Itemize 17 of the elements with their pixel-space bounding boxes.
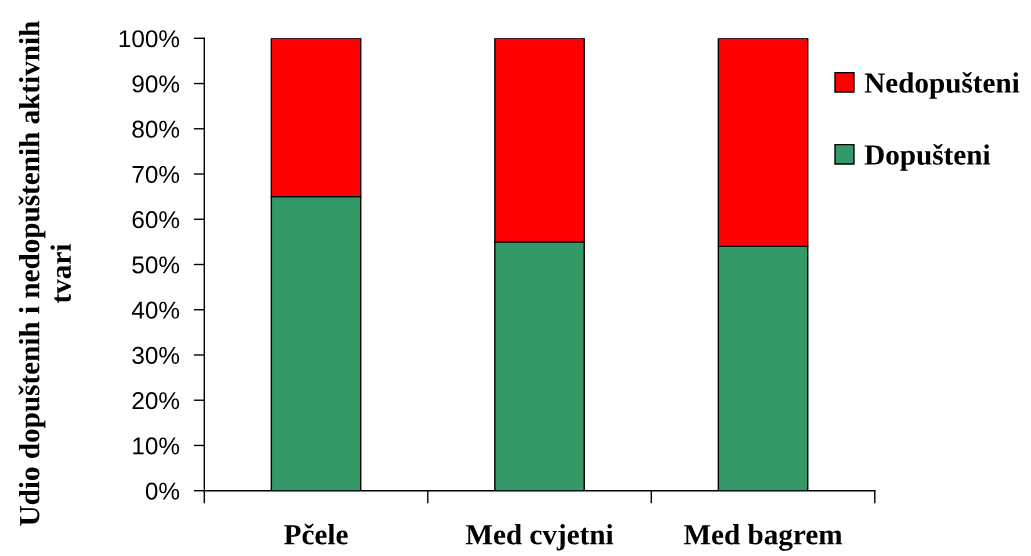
y-tick-label: 70% xyxy=(132,165,180,184)
y-tick-label: 90% xyxy=(132,75,180,93)
y-tick-label: 50% xyxy=(132,256,180,274)
y-axis-title: Udio dopuštenih i nedopuštenih aktivnih tvari xyxy=(18,21,71,526)
legend-label: Nedopušteni xyxy=(864,72,1020,99)
y-tick-label: 100% xyxy=(119,30,180,48)
y-tick-label: 40% xyxy=(131,301,180,319)
x-tick-label: Pčele xyxy=(284,523,348,545)
y-tick-label: 20% xyxy=(132,392,180,410)
x-tick-label: Med bagrem xyxy=(684,524,843,551)
y-tick-label: 0% xyxy=(145,482,180,500)
legend-label: Dopušteni xyxy=(864,143,991,171)
y-tick-label: 30% xyxy=(132,346,180,365)
x-tick-label: Med cvjetni xyxy=(465,524,614,551)
y-tick-label: 60% xyxy=(132,211,180,229)
y-tick-label: 10% xyxy=(133,437,180,455)
y-tick-label: 80% xyxy=(132,120,180,138)
